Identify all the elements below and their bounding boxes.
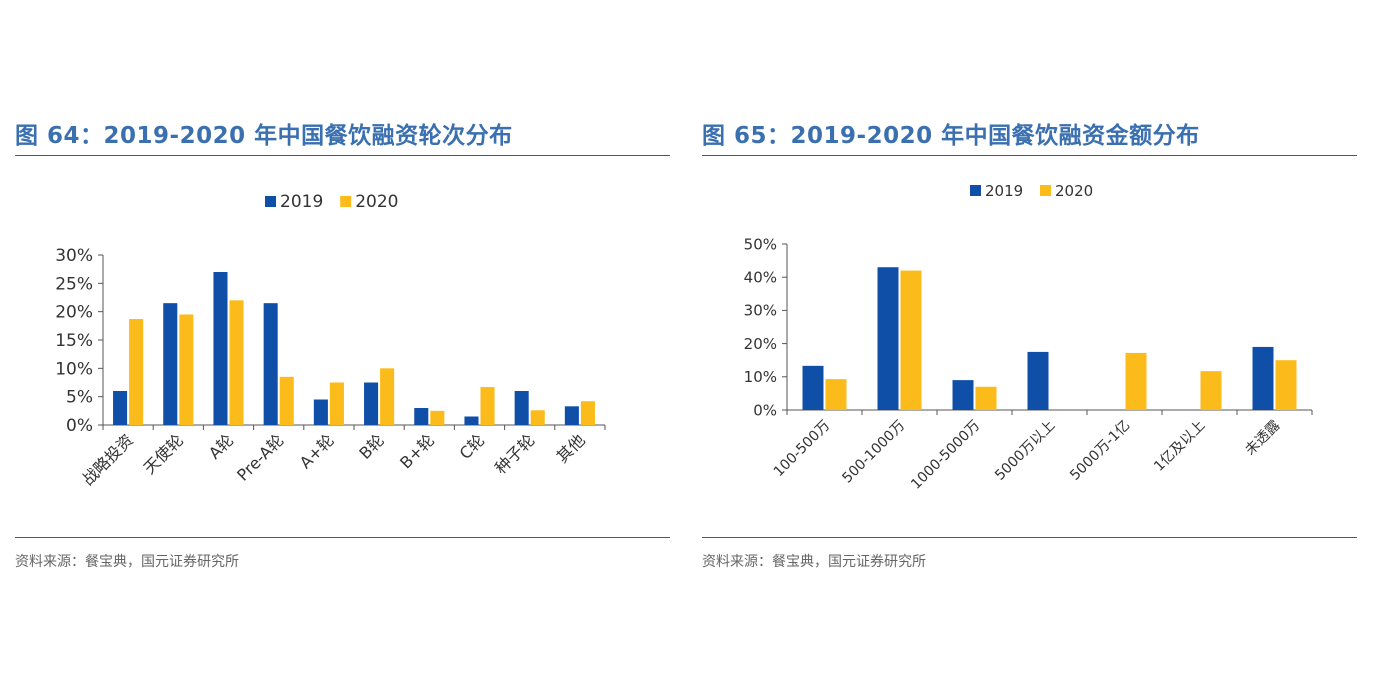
x-category-label: 500-1000万 [839,418,908,487]
bar-2019-6 [364,382,379,425]
x-category-label: A+轮 [296,430,338,472]
x-category-label: A轮 [205,430,237,462]
y-tick-label: 30% [744,302,777,320]
y-tick-label: 15% [55,331,93,351]
bar-2019-2 [163,303,178,425]
chart-svg: 0% 10% 20% 30% 40% 50% 100-500万 500-1000万 1000-5… [744,182,1313,493]
bottom-divider [702,537,1357,538]
x-category-label: B+轮 [396,430,438,472]
bar-2019-7 [1252,346,1274,410]
bar-2019-4 [263,303,278,425]
bar-2020-3 [229,300,244,425]
title-divider [702,155,1357,156]
y-tick-label: 20% [55,303,93,323]
legend-swatch-2019 [970,185,981,196]
x-category-label: 种子轮 [491,430,538,477]
bar-2020-6 [380,368,395,425]
legend-swatch-2020 [1040,185,1051,196]
bar-2019-7 [414,408,429,425]
bottom-divider [15,537,670,538]
legend-label-2020: 2020 [1055,182,1093,200]
y-tick-label: 30% [55,246,93,266]
bar-2019-5 [313,399,328,425]
x-category-label: C轮 [456,430,489,463]
bar-2020-2 [179,314,194,425]
bar-2020-5 [1125,352,1147,410]
legend-label-2019: 2019 [280,192,323,212]
y-tick-label: 10% [55,359,93,379]
bar-2020-7 [430,410,445,425]
y-tick-label: 10% [744,368,777,386]
x-category-label: 100-500万 [771,418,834,481]
y-tick-label: 50% [744,235,777,253]
bar-2019-8 [464,416,479,425]
y-tick-label: 5% [66,388,93,408]
x-category-label: 5000万-1亿 [1067,418,1133,484]
bar-2020-10 [580,401,595,425]
bar-2019-3 [213,272,228,425]
bar-2020-8 [480,387,495,425]
x-category-label: 1亿及以上 [1151,418,1208,475]
bar-2019-10 [564,406,579,425]
x-category-label: 天使轮 [140,430,187,477]
x-category-label: Pre-A轮 [233,430,287,484]
legend-label-2020: 2020 [355,192,398,212]
x-category-label: 1000-5000万 [908,418,983,493]
bar-2020-3 [975,386,997,410]
source-note: 资料来源：餐宝典，国元证券研究所 [702,554,926,570]
bar-2019-1 [802,365,824,410]
source-note: 资料来源：餐宝典，国元证券研究所 [15,554,239,570]
bar-2019-3 [952,380,974,410]
x-category-label: 未透露 [1242,418,1283,459]
bar-2020-1 [825,379,847,410]
legend-swatch-2020 [340,196,352,207]
bar-2020-5 [329,382,344,425]
x-category-label: 战略投资 [78,430,137,489]
legend-label-2019: 2019 [985,182,1023,200]
bar-2020-7 [1275,360,1297,410]
x-category-label: B轮 [355,430,388,463]
legend-swatch-2019 [265,196,276,207]
bar-2019-1 [113,391,128,425]
bar-2020-2 [900,270,922,410]
x-category-label: 其他 [553,430,589,466]
chart-panel-right: 图 65：2019-2020 年中国餐饮融资金额分布 0% 10% 20% 30% 40… [702,0,1357,692]
bar-2020-4 [279,376,294,425]
bar-2019-9 [514,391,529,425]
y-tick-label: 20% [744,335,777,353]
chart-title: 图 64：2019-2020 年中国餐饮融资轮次分布 [15,123,513,149]
bar-2019-4 [1027,351,1049,410]
bar-2020-6 [1200,371,1222,410]
title-divider [15,155,670,156]
y-tick-label: 25% [55,274,93,294]
y-tick-label: 0% [753,401,777,419]
bar-2020-1 [129,319,144,425]
bar-2019-2 [877,267,899,410]
chart-panel-left: 图 64：2019-2020 年中国餐饮融资轮次分布 0% 5% 10% 15% 20%… [15,0,670,692]
bar-2020-9 [530,410,545,425]
chart-title: 图 65：2019-2020 年中国餐饮融资金额分布 [702,123,1200,149]
x-category-label: 5000万以上 [992,418,1058,484]
y-tick-label: 0% [66,416,93,436]
y-tick-label: 40% [744,268,777,286]
